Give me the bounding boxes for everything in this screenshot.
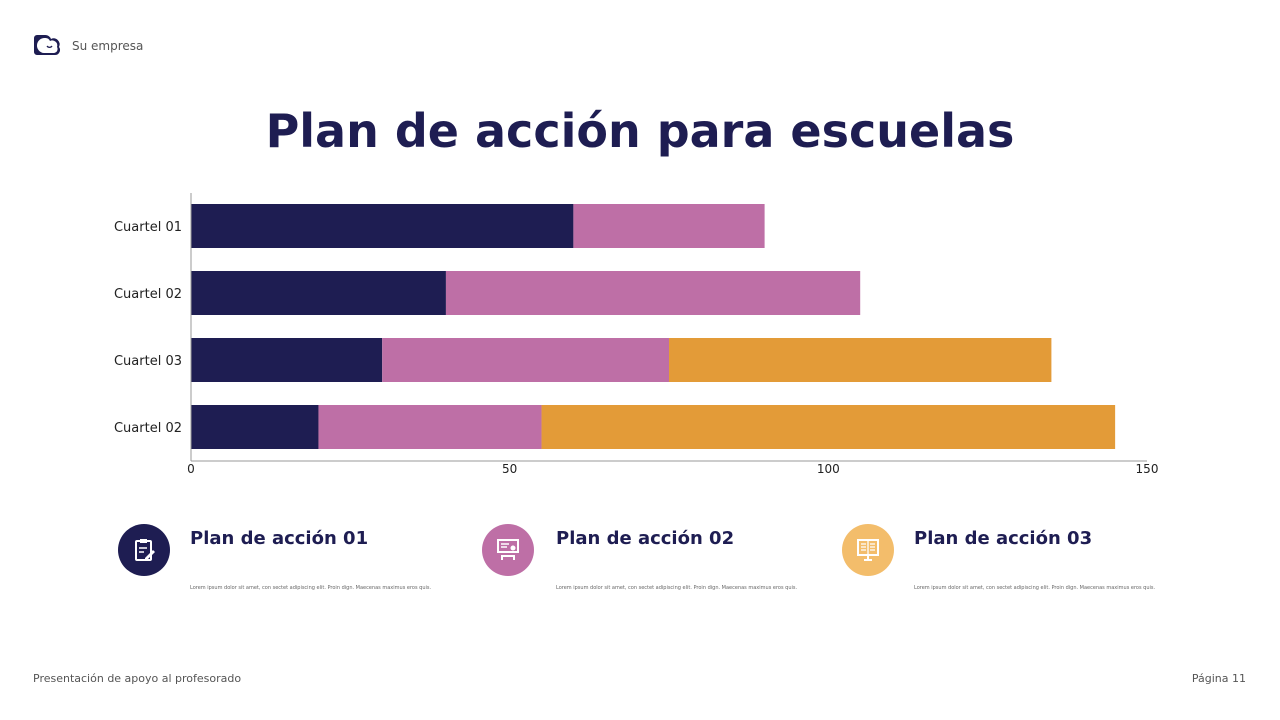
company-name: Su empresa xyxy=(72,39,144,53)
plan-description: Lorem ipsum dolor sit amet, con sectet a… xyxy=(914,585,1156,591)
plan-description: Lorem ipsum dolor sit amet, con sectet a… xyxy=(556,585,798,591)
bar-segment xyxy=(191,405,319,449)
category-label: Cuartel 02 xyxy=(114,287,182,302)
bar-segment xyxy=(191,204,574,248)
bar-segment xyxy=(573,204,765,248)
footer-text: Presentación de apoyo al profesorado xyxy=(33,672,242,685)
presentation-teacher-icon xyxy=(482,524,534,576)
x-tick-label: 0 xyxy=(187,462,195,476)
bar-segment xyxy=(541,405,1116,449)
book-screen-icon xyxy=(842,524,894,576)
cloud-smile-icon xyxy=(34,34,61,55)
x-tick-label: 100 xyxy=(817,462,840,476)
plan-title: Plan de acción 01 xyxy=(190,528,369,549)
category-label: Cuartel 01 xyxy=(114,220,182,235)
bar-segment xyxy=(191,271,446,315)
category-label: Cuartel 03 xyxy=(114,354,182,369)
plan-description: Lorem ipsum dolor sit amet, con sectet a… xyxy=(190,585,432,591)
stacked-bar-chart: Cuartel 01 Cuartel 02 Cuartel 03 Cuartel 02… xyxy=(114,193,1159,476)
bar-segment xyxy=(445,271,861,315)
x-tick-label: 150 xyxy=(1136,462,1159,476)
plan-title: Plan de acción 03 xyxy=(914,528,1093,549)
bar-segment xyxy=(191,338,383,382)
bar-segment xyxy=(382,338,669,382)
x-tick-label: 50 xyxy=(502,462,517,476)
clipboard-edit-icon xyxy=(118,524,170,576)
plan-title: Plan de acción 02 xyxy=(556,528,735,549)
bar-segment xyxy=(318,405,542,449)
bar-segment xyxy=(669,338,1052,382)
page-title: Plan de acción para escuelas xyxy=(265,104,1015,158)
page-number: Página 11 xyxy=(1191,672,1246,685)
category-label: Cuartel 02 xyxy=(114,421,182,436)
